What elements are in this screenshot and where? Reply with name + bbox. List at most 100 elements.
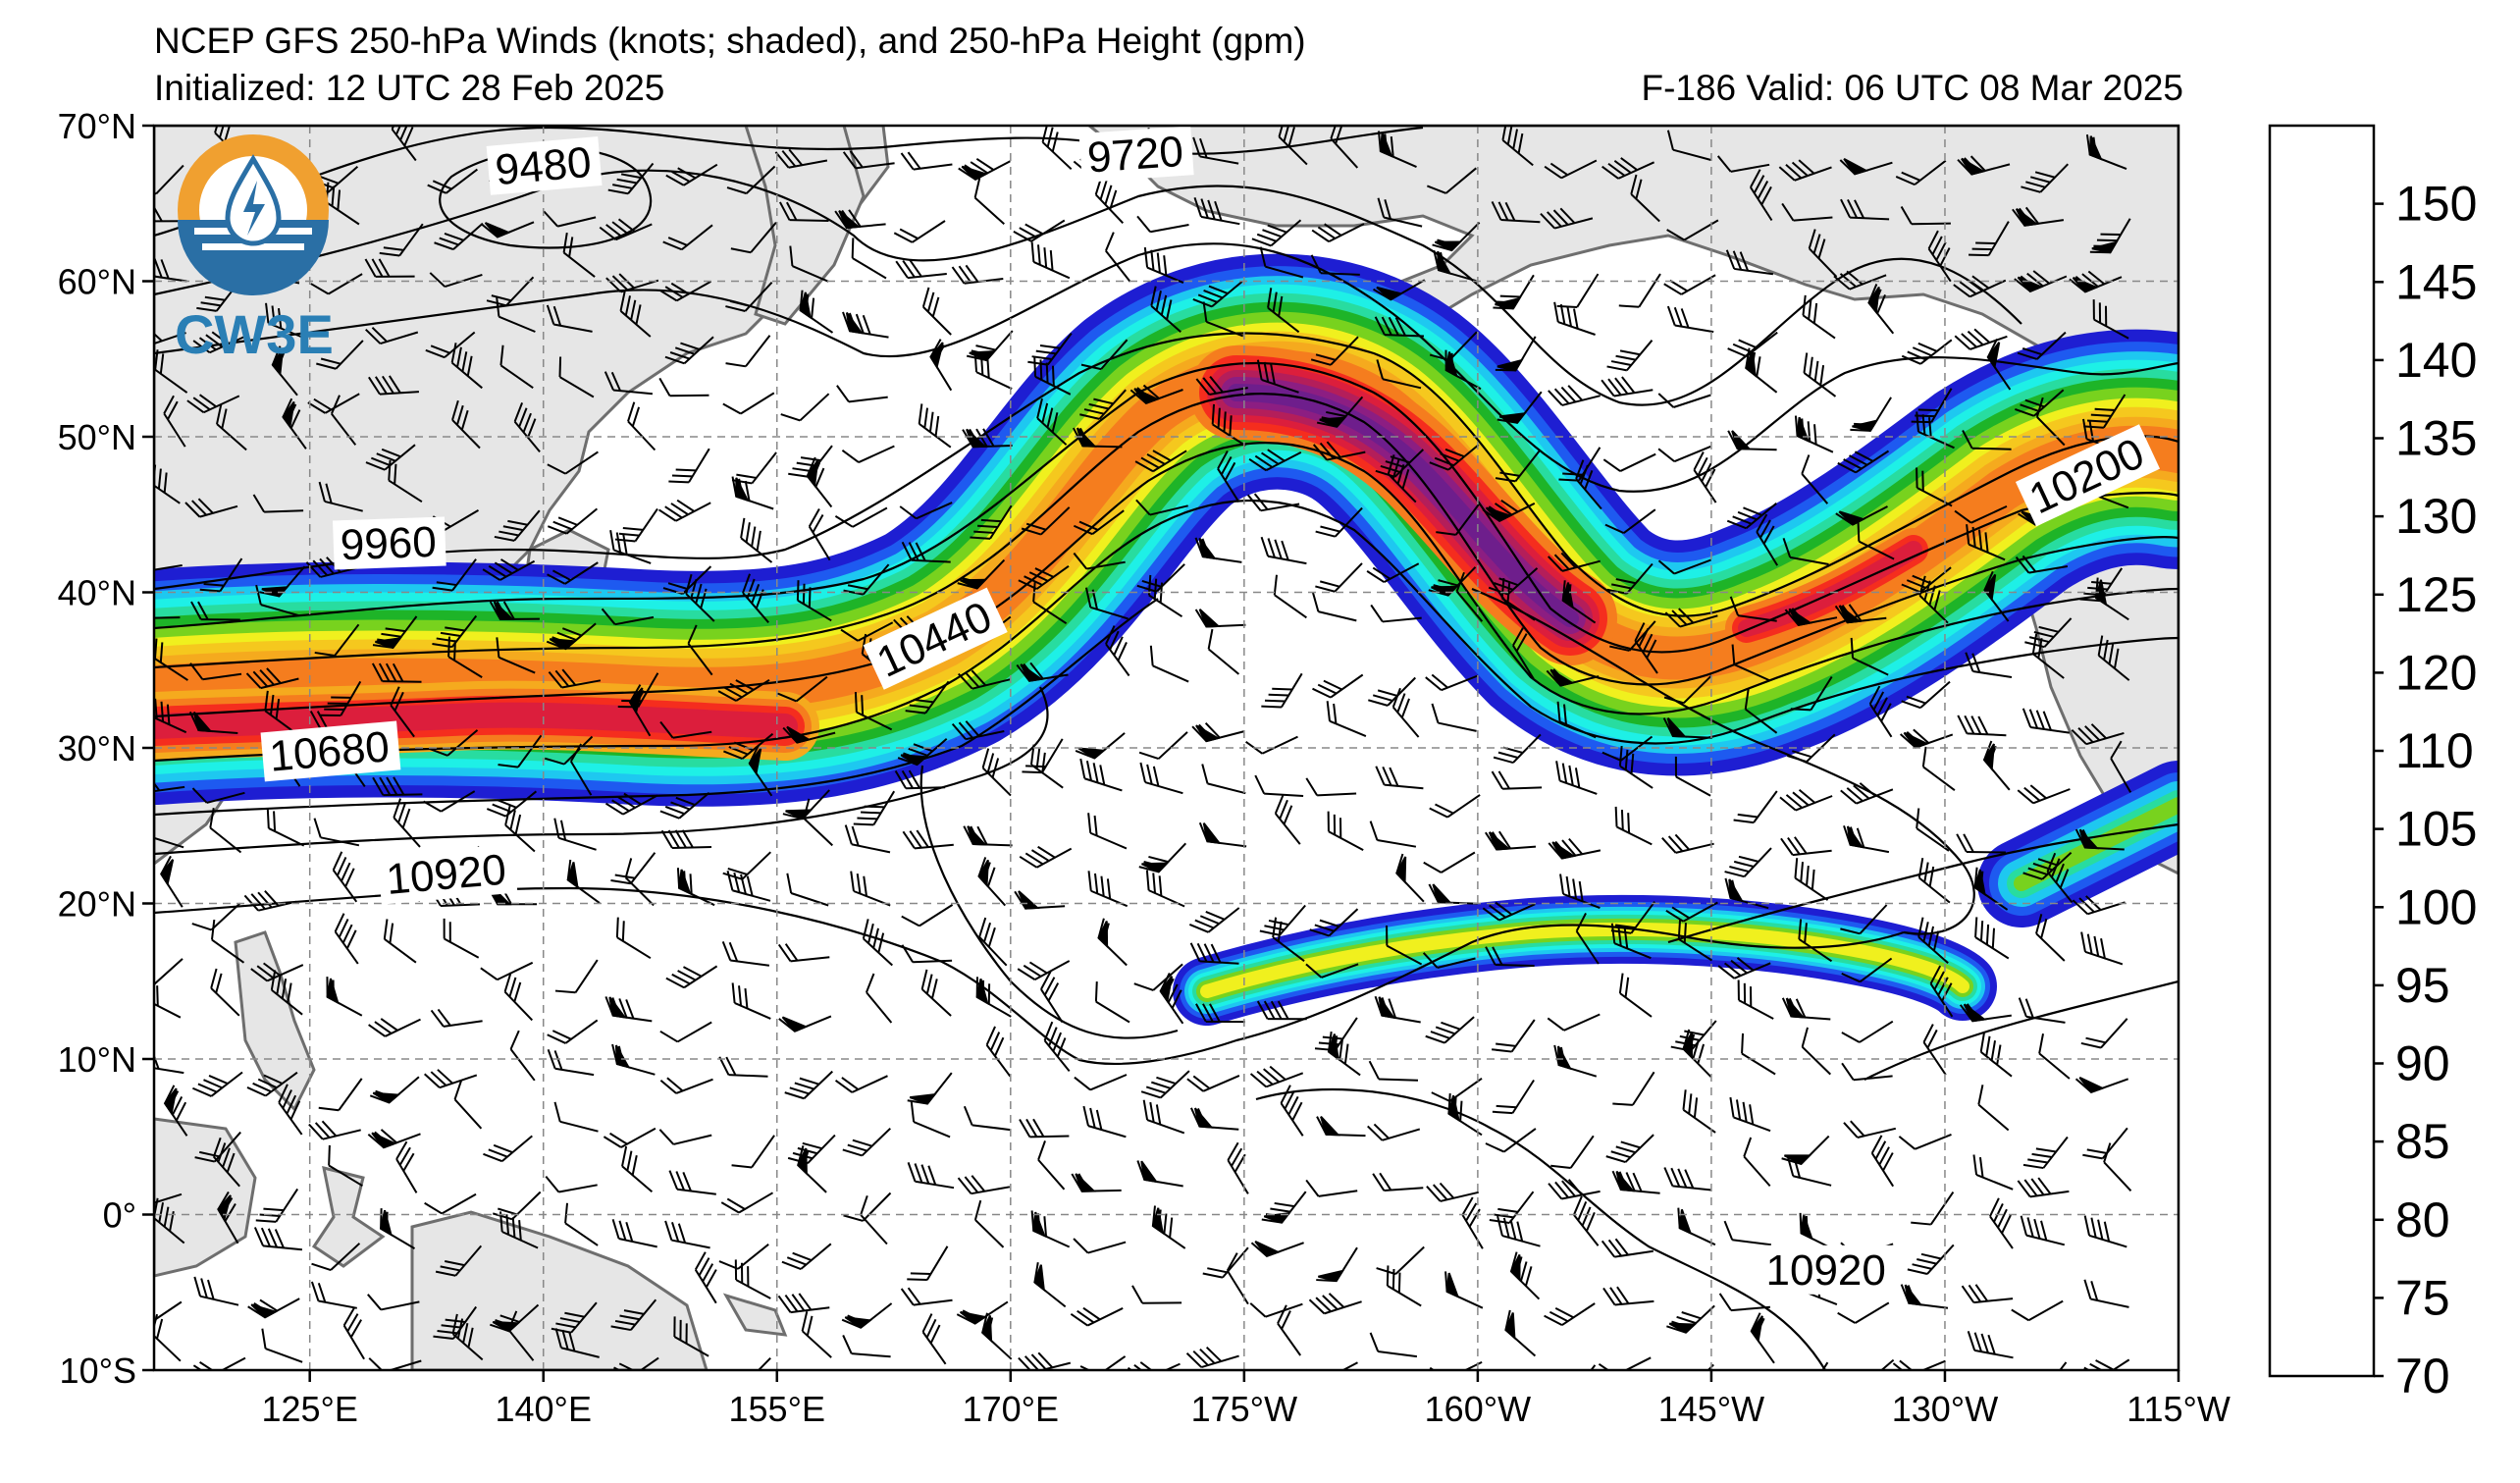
wind-barb bbox=[255, 584, 299, 617]
wind-barb bbox=[1799, 1212, 1837, 1252]
wind-barb bbox=[1663, 274, 1716, 295]
wind-barb bbox=[1315, 506, 1363, 538]
wind-barb bbox=[842, 311, 889, 339]
wind-barb bbox=[1954, 504, 2008, 524]
wind-barb bbox=[1131, 1285, 1182, 1304]
wind-barb bbox=[1718, 1293, 1770, 1312]
wind-barb bbox=[951, 264, 1004, 285]
wind-barb bbox=[1605, 1134, 1654, 1163]
wind-barb bbox=[1614, 806, 1653, 846]
wind-barb bbox=[1185, 1346, 1239, 1369]
wind-barb bbox=[951, 720, 1005, 741]
wind-barb bbox=[379, 223, 424, 257]
wind-barb bbox=[978, 917, 1008, 967]
wind-barb bbox=[307, 393, 360, 414]
wind-barb bbox=[799, 290, 834, 334]
wind-barb bbox=[1432, 221, 1481, 252]
wind-barb bbox=[1074, 1355, 1127, 1370]
wind-barb bbox=[190, 601, 240, 621]
wind-barb bbox=[1841, 1062, 1893, 1082]
wind-barb bbox=[664, 1220, 710, 1249]
wind-barb bbox=[210, 968, 240, 1017]
lat-tick-label: 60°N bbox=[58, 262, 136, 302]
wind-barb bbox=[844, 824, 891, 854]
lat-tick-label: 20°N bbox=[58, 884, 136, 925]
wind-barb bbox=[450, 343, 483, 390]
wind-barb bbox=[1548, 552, 1601, 572]
wind-barb bbox=[1027, 332, 1073, 366]
wind-barb bbox=[1731, 644, 1771, 682]
lon-tick-label: 155°E bbox=[729, 1389, 825, 1429]
wind-barb bbox=[1663, 1167, 1712, 1192]
wind-barb bbox=[507, 1310, 535, 1361]
wind-barb bbox=[1368, 1060, 1419, 1082]
wind-barb bbox=[1666, 130, 1711, 161]
wind-barb bbox=[1496, 391, 1543, 424]
wind-barb bbox=[1386, 1265, 1422, 1307]
wind-barb bbox=[192, 1071, 243, 1097]
wind-barb bbox=[428, 729, 479, 757]
colorbar-tick-label: 85 bbox=[2395, 1114, 2450, 1169]
wind-barb bbox=[1965, 652, 2013, 678]
wind-barb bbox=[496, 637, 536, 674]
wind-barb bbox=[1967, 1331, 2014, 1359]
wind-barb bbox=[326, 977, 363, 1017]
wind-barb bbox=[1666, 305, 1714, 334]
wind-barb bbox=[2017, 331, 2067, 360]
wind-barb bbox=[842, 1335, 891, 1358]
wind-barb bbox=[1386, 925, 1423, 966]
wind-barb bbox=[610, 852, 656, 885]
wind-barb bbox=[451, 1313, 484, 1361]
wind-barb bbox=[186, 394, 240, 414]
wind-barb bbox=[929, 339, 953, 392]
wind-barb bbox=[316, 340, 364, 370]
wind-barb bbox=[547, 1019, 599, 1044]
wind-barb bbox=[841, 445, 895, 463]
wind-barb bbox=[687, 624, 713, 676]
wind-barb bbox=[480, 961, 534, 981]
wind-barb bbox=[2089, 218, 2131, 254]
wind-barb bbox=[184, 498, 238, 518]
wind-barb bbox=[1870, 1135, 1895, 1188]
wind-barb bbox=[1492, 1079, 1535, 1115]
wind-barb bbox=[1073, 509, 1125, 536]
wind-barb bbox=[1895, 159, 1947, 186]
wind-barb bbox=[1725, 249, 1774, 276]
wind-barb bbox=[1561, 580, 1597, 624]
wind-barb bbox=[430, 1008, 483, 1028]
wind-barb bbox=[1911, 1192, 1955, 1226]
wind-barb bbox=[1781, 997, 1831, 1021]
wind-barb bbox=[434, 222, 484, 251]
wind-barb bbox=[481, 221, 535, 238]
wind-barb bbox=[1682, 1029, 1712, 1078]
contour-label-text: 10920 bbox=[385, 845, 508, 903]
wind-barb bbox=[958, 669, 1011, 690]
wind-barb bbox=[1724, 847, 1772, 878]
wind-barb bbox=[1274, 794, 1301, 845]
wind-barb bbox=[154, 773, 185, 794]
wind-barb bbox=[1485, 830, 1537, 851]
wind-barb bbox=[2041, 1361, 2068, 1370]
wind-barb bbox=[1609, 620, 1656, 652]
wind-barb bbox=[721, 940, 770, 967]
wind-barb bbox=[1195, 375, 1248, 397]
wind-barb bbox=[210, 919, 245, 964]
wind-barb bbox=[1500, 578, 1536, 621]
wind-barb bbox=[247, 1298, 300, 1319]
jet-core-west bbox=[154, 702, 798, 739]
wind-barb bbox=[1425, 1016, 1475, 1044]
wind-barb bbox=[499, 1211, 539, 1249]
wind-barb bbox=[665, 965, 718, 989]
wind-barb bbox=[1211, 403, 1246, 447]
wind-barb bbox=[1310, 336, 1359, 366]
wind-barb bbox=[1374, 316, 1425, 338]
wind-barb bbox=[843, 1192, 892, 1222]
wind-barb bbox=[1657, 558, 1711, 575]
wind-barb bbox=[1427, 167, 1477, 194]
wind-barb bbox=[897, 738, 948, 767]
wind-barb bbox=[194, 1131, 241, 1163]
wind-barb bbox=[1021, 506, 1071, 536]
wind-barb bbox=[243, 890, 297, 912]
wind-barb bbox=[722, 851, 771, 880]
wind-barb bbox=[779, 201, 829, 222]
